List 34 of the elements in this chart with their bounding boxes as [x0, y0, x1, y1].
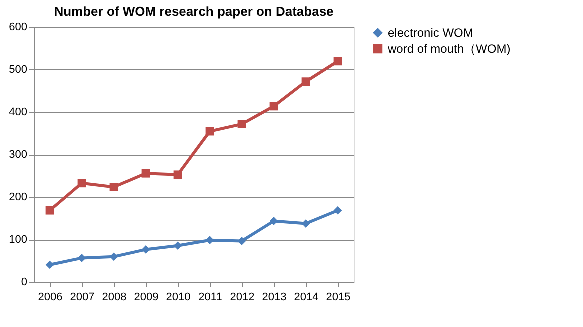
x-tick-label: 2008	[102, 292, 127, 304]
y-tick-label: 200	[9, 192, 28, 204]
y-tick-label: 600	[9, 22, 28, 34]
x-tick-label: 2010	[166, 292, 191, 304]
x-tick-label: 2007	[70, 292, 95, 304]
chart-title: Number of WOM research paper on Database	[54, 4, 334, 19]
y-tick-label: 500	[9, 64, 28, 76]
y-tick-label: 300	[9, 149, 28, 161]
y-tick-label: 0	[21, 276, 28, 288]
x-tick-label: 2012	[230, 292, 255, 304]
point	[142, 246, 150, 254]
point	[142, 169, 150, 178]
point	[46, 206, 54, 215]
point	[270, 102, 278, 111]
x-tick-label: 2006	[38, 292, 63, 304]
y-tick-label: 400	[9, 106, 28, 118]
point	[238, 120, 246, 129]
x-tick-label: 2014	[294, 292, 319, 304]
point	[334, 206, 342, 215]
point	[174, 242, 182, 250]
x-tick-label: 2009	[134, 292, 159, 304]
legend-label: word of mouth（WOM)	[387, 42, 511, 56]
point	[302, 78, 310, 86]
point	[174, 170, 182, 180]
point	[334, 57, 342, 66]
point	[110, 183, 118, 192]
point	[206, 127, 214, 136]
x-tick-label: 2011	[198, 292, 222, 304]
x-tick-label: 2015	[326, 292, 351, 304]
x-tick-label: 2013	[262, 292, 287, 304]
legend-label: electronic WOM	[388, 26, 474, 40]
y-tick-label: 100	[9, 234, 28, 246]
point	[78, 179, 86, 188]
point	[46, 260, 54, 270]
